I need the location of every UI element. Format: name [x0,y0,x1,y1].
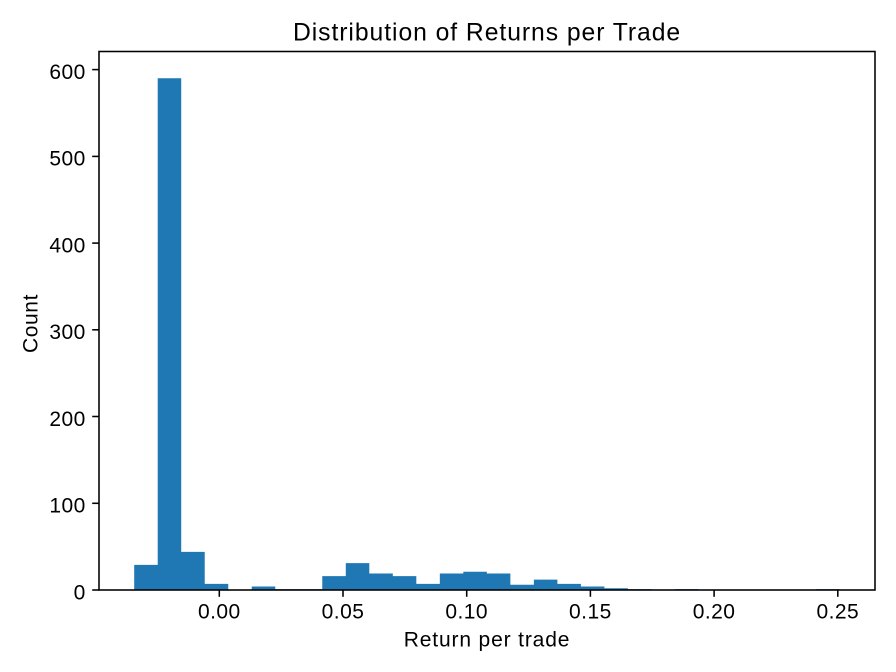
svg-text:0.25: 0.25 [816,600,859,623]
svg-text:0.00: 0.00 [198,600,241,623]
svg-text:0: 0 [74,581,86,604]
svg-text:0.05: 0.05 [322,600,365,623]
svg-text:Distribution of Returns per Tr: Distribution of Returns per Trade [293,20,681,47]
svg-text:0.15: 0.15 [569,600,612,623]
svg-text:500: 500 [49,148,85,171]
svg-text:200: 200 [49,408,85,431]
svg-text:100: 100 [49,495,85,518]
svg-text:400: 400 [49,234,85,257]
svg-text:Count: Count [19,294,42,353]
svg-text:Return per trade: Return per trade [404,628,571,651]
svg-text:300: 300 [49,321,85,344]
svg-text:600: 600 [49,61,85,84]
svg-text:0.20: 0.20 [693,600,736,623]
svg-text:0.10: 0.10 [445,600,488,623]
